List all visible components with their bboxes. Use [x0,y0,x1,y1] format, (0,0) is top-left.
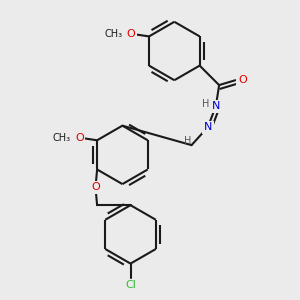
Text: CH₃: CH₃ [52,133,70,143]
Text: O: O [238,75,247,85]
Text: O: O [75,133,84,143]
Text: H: H [202,99,210,109]
Text: O: O [91,182,100,192]
Text: O: O [127,29,136,39]
Text: Cl: Cl [125,280,136,290]
Text: N: N [212,101,220,111]
Text: N: N [204,122,212,132]
Text: CH₃: CH₃ [104,29,122,39]
Text: H: H [184,136,191,146]
